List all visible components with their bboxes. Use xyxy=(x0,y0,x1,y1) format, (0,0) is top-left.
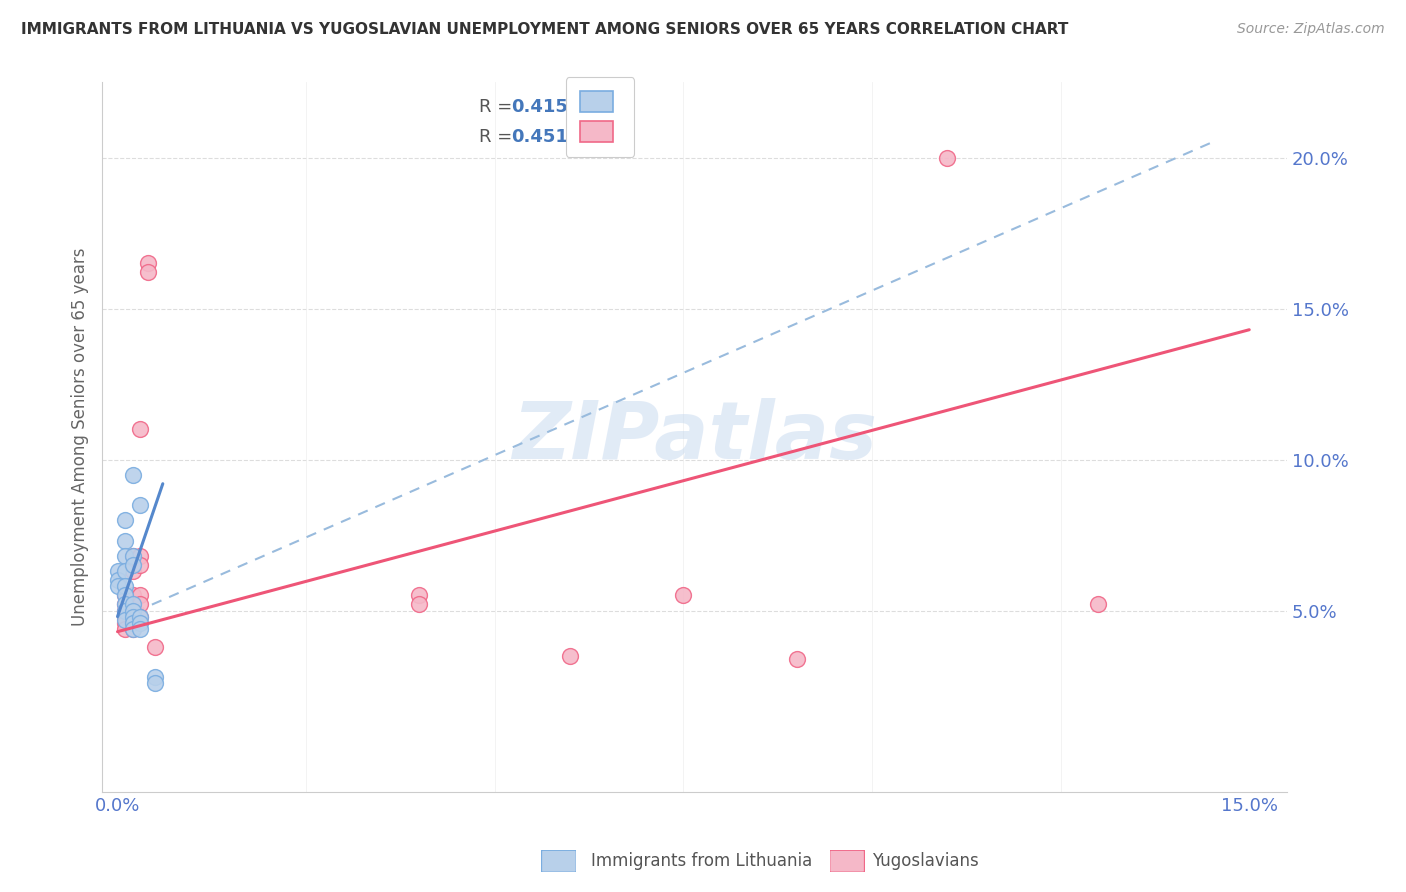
Text: N =: N = xyxy=(557,128,613,146)
Point xyxy=(136,256,159,270)
Text: 0.451: 0.451 xyxy=(512,128,568,146)
Point xyxy=(114,622,136,636)
Point xyxy=(114,603,136,617)
Text: Immigrants from Lithuania: Immigrants from Lithuania xyxy=(591,852,811,870)
Point xyxy=(114,613,136,627)
Point xyxy=(129,589,152,603)
Point xyxy=(408,589,430,603)
Point xyxy=(121,549,143,564)
Point xyxy=(114,564,136,578)
FancyBboxPatch shape xyxy=(541,850,576,872)
Point xyxy=(107,574,129,588)
Point xyxy=(1087,598,1109,612)
Point xyxy=(129,549,152,564)
Point xyxy=(143,676,166,690)
Point xyxy=(121,558,143,573)
Point xyxy=(121,622,143,636)
Point xyxy=(107,564,129,578)
Point xyxy=(121,603,143,617)
Point xyxy=(129,558,152,573)
Point xyxy=(121,603,143,617)
Point xyxy=(129,622,152,636)
Point xyxy=(129,615,152,630)
Point xyxy=(121,549,143,564)
Point xyxy=(129,598,152,612)
Point xyxy=(672,589,695,603)
Point xyxy=(114,589,136,603)
Point xyxy=(114,589,136,603)
Point xyxy=(136,265,159,279)
Point xyxy=(129,498,152,512)
Point xyxy=(121,609,143,624)
Point xyxy=(936,151,959,165)
Point xyxy=(408,598,430,612)
Point xyxy=(107,579,129,593)
Point xyxy=(129,422,152,436)
Point xyxy=(786,652,808,666)
Y-axis label: Unemployment Among Seniors over 65 years: Unemployment Among Seniors over 65 years xyxy=(72,248,89,626)
Point xyxy=(114,534,136,549)
Point xyxy=(114,513,136,527)
Text: Yugoslavians: Yugoslavians xyxy=(872,852,979,870)
Text: ZIPatlas: ZIPatlas xyxy=(512,398,877,476)
Text: R =: R = xyxy=(479,128,519,146)
Point xyxy=(114,549,136,564)
FancyBboxPatch shape xyxy=(830,850,865,872)
Point xyxy=(121,622,143,636)
Point xyxy=(121,615,143,630)
Text: Source: ZipAtlas.com: Source: ZipAtlas.com xyxy=(1237,22,1385,37)
Point xyxy=(114,579,136,593)
Point xyxy=(129,609,152,624)
Point xyxy=(121,615,143,630)
Point xyxy=(121,598,143,612)
Point xyxy=(143,670,166,684)
Text: 0.415: 0.415 xyxy=(512,98,568,116)
Point xyxy=(114,598,136,612)
Point xyxy=(121,564,143,578)
Point xyxy=(143,640,166,654)
Point xyxy=(114,603,136,617)
Text: IMMIGRANTS FROM LITHUANIA VS YUGOSLAVIAN UNEMPLOYMENT AMONG SENIORS OVER 65 YEAR: IMMIGRANTS FROM LITHUANIA VS YUGOSLAVIAN… xyxy=(21,22,1069,37)
Text: N =: N = xyxy=(557,98,613,116)
Point xyxy=(121,598,143,612)
Point xyxy=(114,615,136,630)
Point xyxy=(121,467,143,482)
Point xyxy=(129,609,152,624)
Point xyxy=(121,589,143,603)
Point xyxy=(114,598,136,612)
Point xyxy=(560,648,582,663)
Legend: , : , xyxy=(565,77,634,157)
Text: 29: 29 xyxy=(602,128,626,146)
Text: R =: R = xyxy=(479,98,519,116)
Point xyxy=(114,609,136,624)
Text: 25: 25 xyxy=(602,98,626,116)
